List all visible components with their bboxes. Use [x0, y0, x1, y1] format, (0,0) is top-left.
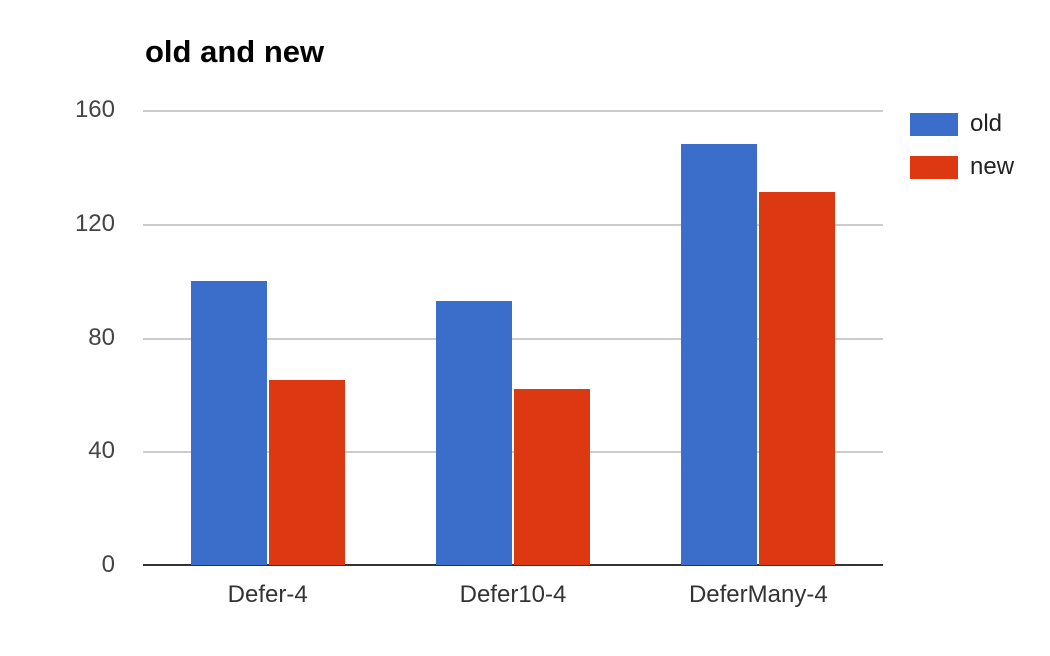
- bar-group-defer-4: [145, 110, 390, 565]
- x-axis-labels: Defer-4 Defer10-4 DeferMany-4: [145, 581, 881, 609]
- bar-old-defermany-4[interactable]: [681, 144, 758, 565]
- x-axis-line: [143, 564, 883, 566]
- plot-area: 160 120 80 40 0: [75, 96, 883, 578]
- legend: old new: [910, 110, 1014, 181]
- legend-label-new: new: [970, 153, 1015, 180]
- bar-old-defer10-4[interactable]: [435, 300, 512, 565]
- x-category-label: Defer-4: [227, 581, 308, 608]
- bars-layer: [145, 110, 881, 565]
- bar-group-defer10-4: [390, 110, 635, 565]
- y-tick-label: 80: [88, 323, 115, 351]
- bar-new-defer-4[interactable]: [268, 380, 345, 565]
- y-tick-label: 40: [88, 437, 115, 465]
- gridline-120: [143, 223, 883, 226]
- x-category-label: DeferMany-4: [688, 581, 828, 608]
- bar-new-defer10-4[interactable]: [513, 388, 590, 565]
- gridline-160: [143, 110, 883, 112]
- y-tick-label: 160: [74, 96, 115, 123]
- legend-item-old[interactable]: old: [910, 110, 1014, 138]
- bar-new-defermany-4[interactable]: [759, 192, 836, 565]
- legend-item-new[interactable]: new: [910, 153, 1014, 181]
- bar-old-defer-4[interactable]: [190, 280, 267, 565]
- gridline-40: [143, 451, 883, 454]
- x-category-label: Defer10-4: [459, 581, 567, 608]
- y-tick-label: 120: [74, 209, 115, 237]
- legend-swatch-old: [910, 112, 958, 136]
- chart-title: old and new: [145, 34, 325, 69]
- legend-swatch-new: [910, 155, 958, 179]
- bar-group-defermany-4: [636, 110, 881, 565]
- gridline-80: [143, 337, 883, 340]
- y-tick-label: 0: [101, 551, 115, 578]
- legend-label-old: old: [970, 110, 1003, 137]
